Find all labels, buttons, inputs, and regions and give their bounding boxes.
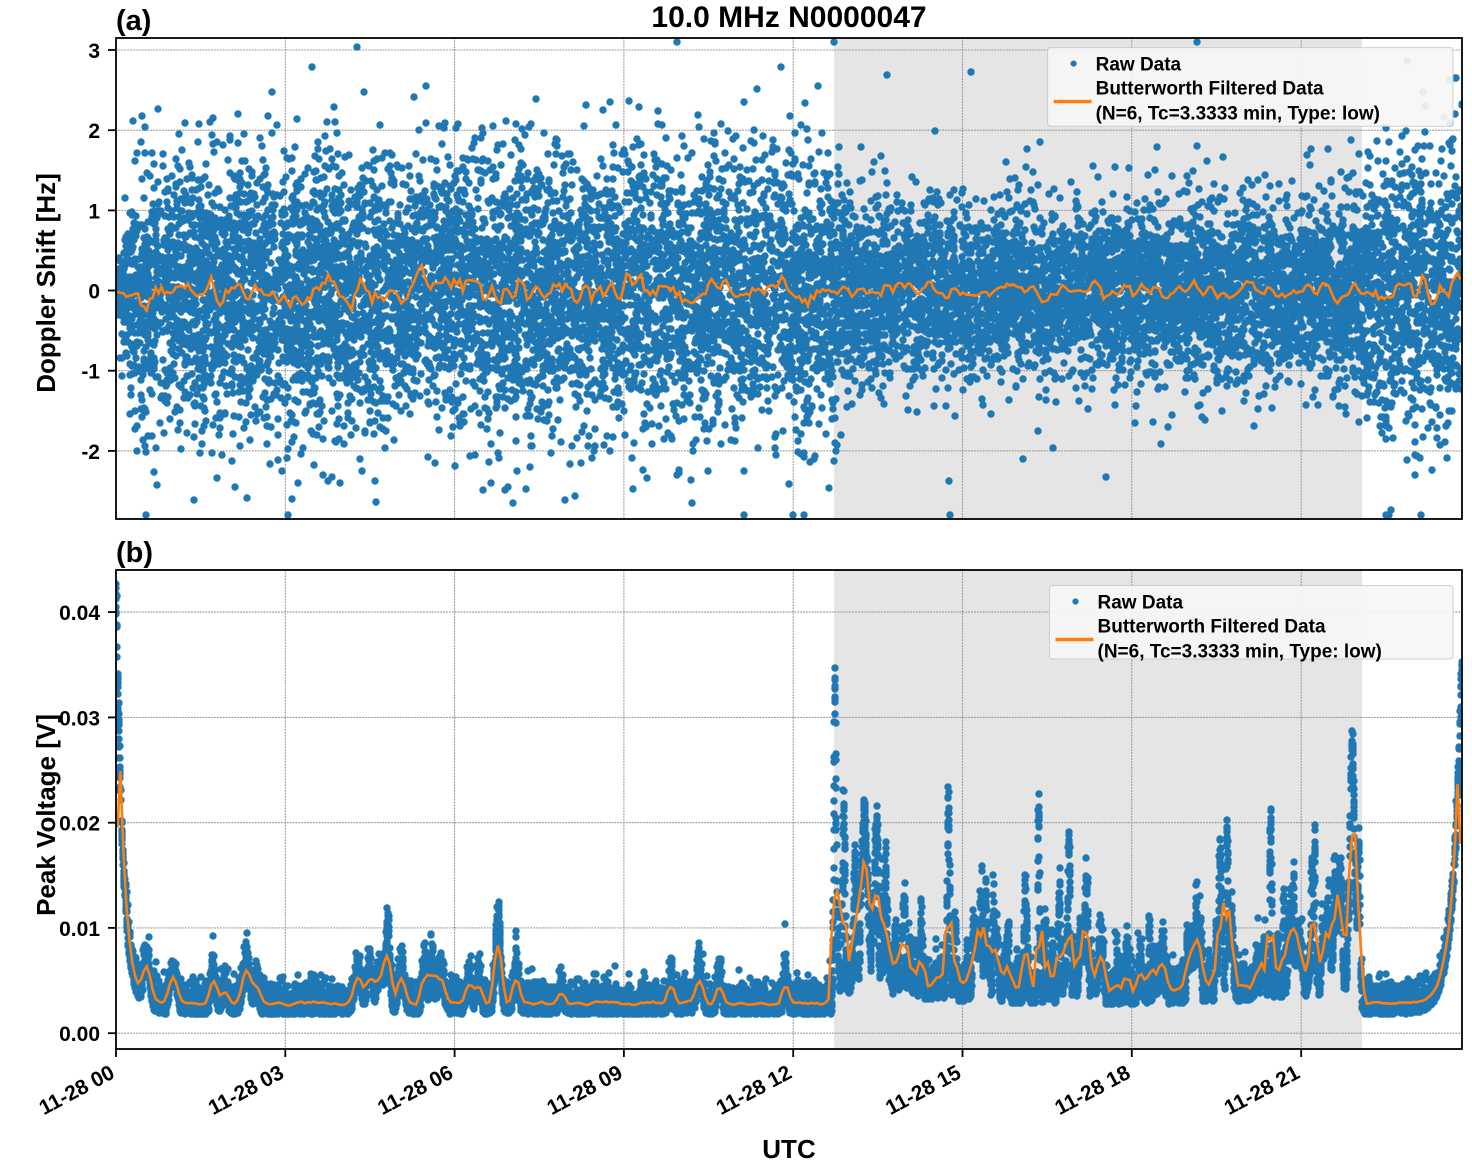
svg-text:11-28 09: 11-28 09 [543,1061,626,1120]
svg-text:0.04: 0.04 [59,602,100,625]
svg-text:-2: -2 [81,441,100,464]
svg-text:0.01: 0.01 [59,918,100,941]
svg-text:Butterworth Filtered Data: Butterworth Filtered Data [1098,617,1326,638]
svg-text:Butterworth Filtered Data: Butterworth Filtered Data [1096,79,1324,100]
svg-text:11-28 15: 11-28 15 [882,1061,965,1120]
svg-text:0.02: 0.02 [59,813,100,836]
svg-text:Raw Data: Raw Data [1096,55,1182,76]
svg-text:(N=6, Tc=3.3333 min, Type: low: (N=6, Tc=3.3333 min, Type: low) [1098,642,1382,663]
svg-text:11-28 18: 11-28 18 [1051,1061,1134,1120]
svg-text:(b): (b) [116,537,153,569]
svg-text:11-28 03: 11-28 03 [205,1061,288,1120]
svg-text:10.0 MHz N0000047: 10.0 MHz N0000047 [651,1,926,34]
svg-text:0: 0 [88,281,100,304]
svg-text:11-28 21: 11-28 21 [1221,1061,1304,1120]
svg-text:11-28 12: 11-28 12 [713,1061,796,1120]
svg-text:Peak Voltage [V]: Peak Voltage [V] [31,714,61,916]
svg-text:0.00: 0.00 [59,1023,100,1046]
svg-text:Doppler Shift [Hz]: Doppler Shift [Hz] [31,173,61,393]
svg-text:11-28 06: 11-28 06 [374,1061,457,1120]
svg-text:1: 1 [88,200,100,223]
svg-text:11-28 00: 11-28 00 [35,1061,118,1120]
svg-text:-1: -1 [81,361,100,384]
svg-text:3: 3 [88,40,100,63]
svg-text:(a): (a) [116,5,151,37]
svg-text:0.03: 0.03 [59,707,100,730]
svg-text:UTC: UTC [762,1134,816,1164]
svg-text:Raw Data: Raw Data [1098,593,1184,614]
svg-text:(N=6, Tc=3.3333 min, Type: low: (N=6, Tc=3.3333 min, Type: low) [1096,104,1380,125]
svg-text:2: 2 [88,120,100,143]
